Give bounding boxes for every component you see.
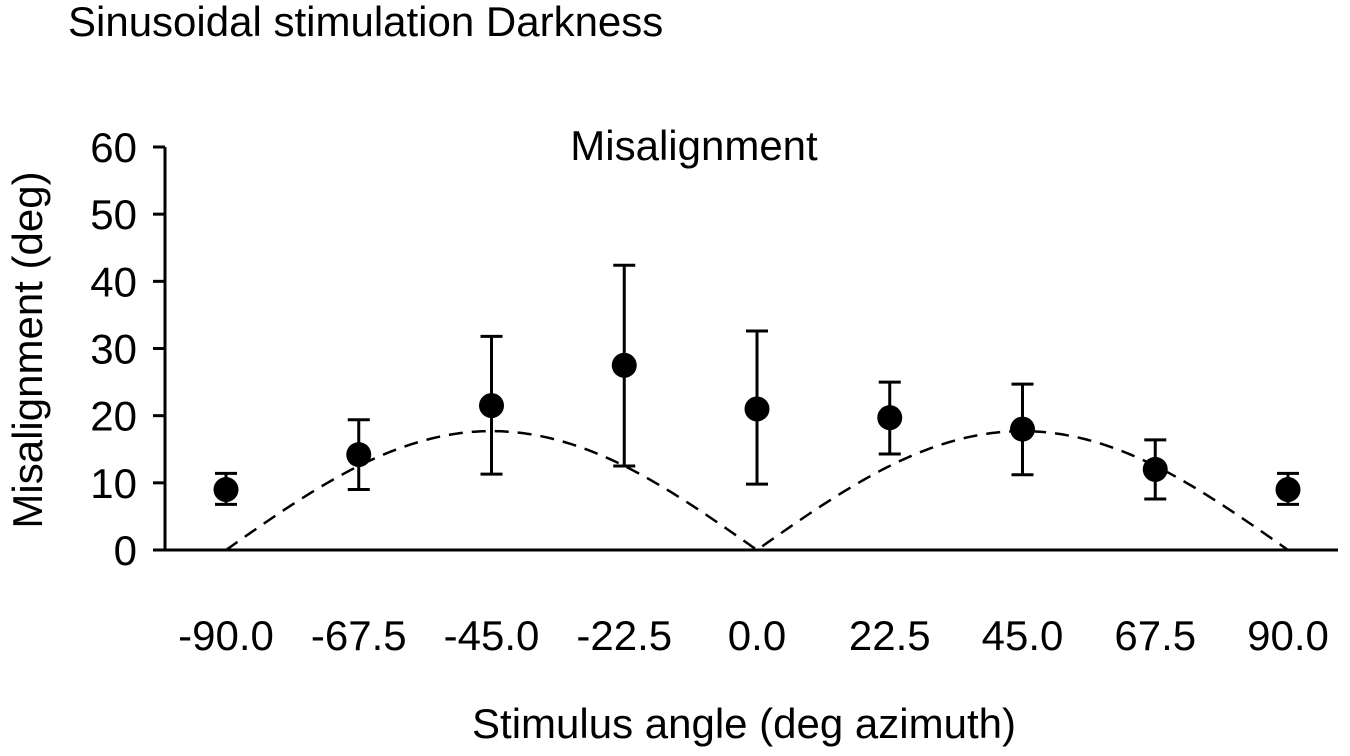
data-point <box>479 393 504 419</box>
x-tick-label: -45.0 <box>444 612 540 659</box>
model-curve <box>225 429 1289 552</box>
errorbar-layer <box>215 263 1299 506</box>
y-tick-label: 50 <box>90 191 137 238</box>
data-point <box>1275 477 1301 503</box>
y-tick-label: 40 <box>90 258 137 305</box>
x-tick-label: -22.5 <box>576 612 672 659</box>
y-tick-label: 0 <box>114 527 137 574</box>
x-tick-label: -90.0 <box>178 612 274 659</box>
data-point <box>213 477 239 503</box>
x-tick-label: 22.5 <box>849 612 931 659</box>
y-ticks: 0 10 20 30 40 50 60 <box>90 124 165 574</box>
data-point <box>1142 456 1168 482</box>
x-tick-label: 45.0 <box>982 612 1064 659</box>
data-point <box>611 352 637 378</box>
x-axis-label: Stimulus angle (deg azimuth) <box>472 700 1016 747</box>
y-tick-label: 10 <box>90 460 137 507</box>
y-tick-label: 60 <box>90 124 137 171</box>
chart-subtitle: Misalignment <box>570 122 818 169</box>
point-layer <box>213 352 1301 503</box>
chart-title: Sinusoidal stimulation Darkness <box>68 0 663 45</box>
x-tick-label: 67.5 <box>1114 612 1196 659</box>
y-tick-label: 20 <box>90 393 137 440</box>
data-point <box>346 442 372 468</box>
data-point <box>744 396 770 422</box>
x-tick-label: 90.0 <box>1247 612 1329 659</box>
data-point <box>877 405 903 431</box>
curve-layer <box>225 429 1289 552</box>
y-axis-label: Misalignment (deg) <box>4 171 51 528</box>
x-tick-label: 0.0 <box>728 612 786 659</box>
data-point <box>1010 416 1035 442</box>
x-ticks: -90.0 -67.5 -45.0 -22.5 0.0 22.5 45.0 67.5 90.0 <box>178 612 1329 659</box>
x-tick-label: -67.5 <box>311 612 407 659</box>
y-tick-label: 30 <box>90 326 137 373</box>
